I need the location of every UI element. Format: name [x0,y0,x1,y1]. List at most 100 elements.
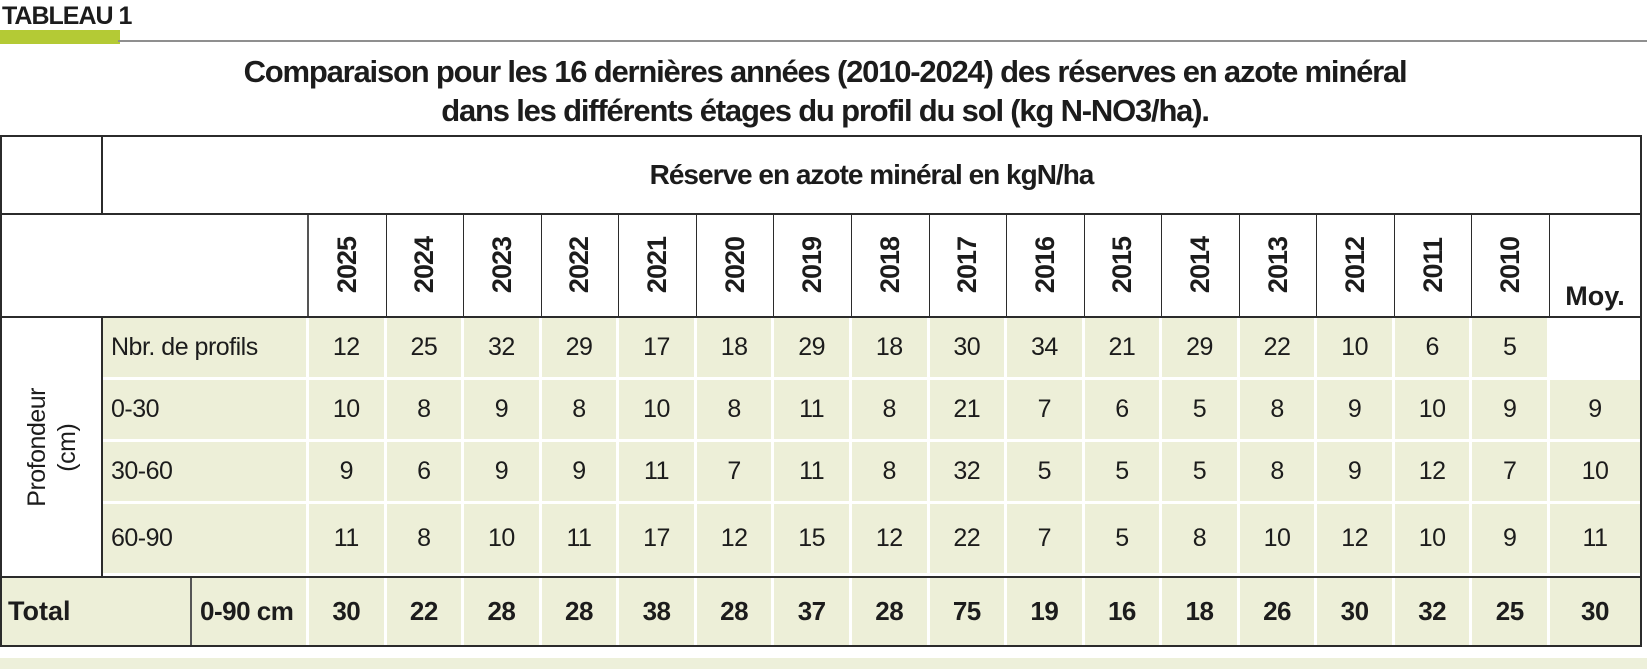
cell-value: 7 [1472,442,1550,504]
year-label: 2010 [1495,237,1526,294]
cell-value: 8 [1239,442,1318,504]
year-label: 2023 [486,237,517,294]
table-title: Comparaison pour les 16 dernières années… [60,52,1590,130]
year-header-empty-0 [2,215,103,316]
depth-group-label: Profondeur (cm) [2,318,103,576]
cell-value: 22 [929,504,1008,576]
year-label: 2012 [1340,237,1371,294]
cell-value: 29 [1162,318,1240,380]
year-header: 2011 [1395,215,1473,316]
cell-value: 12 [1394,442,1473,504]
cell-total-value: 22 [386,578,465,645]
table-main-header: Réserve en azote minéral en kgN/ha [649,159,1095,190]
cell-value: 10 [464,504,542,576]
row-label: 30-60 [103,442,309,504]
row-label: Nbr. de profils [103,318,309,380]
year-label: 2022 [564,237,595,294]
depth-data-block: Profondeur (cm) Nbr. de profils 12 25 32… [2,318,1640,576]
year-label: 2024 [409,237,440,294]
cell-moy: 10 [1550,442,1640,504]
row-label: 0-30 [103,380,309,442]
cell-value: 5 [1084,442,1163,504]
year-label: 2021 [642,237,673,294]
cell-value: 10 [1239,504,1318,576]
cell-value: 29 [774,318,852,380]
year-label: 2015 [1107,237,1138,294]
cell-value: 6 [1394,318,1473,380]
cell-value: 9 [1472,380,1550,442]
depth-group-label-text: Profondeur (cm) [22,388,82,507]
cell-value: 8 [386,380,465,442]
cell-total-value: 28 [541,578,620,645]
year-label: 2018 [874,237,905,294]
cell-total-value: 28 [464,578,542,645]
year-header: 2013 [1240,215,1318,316]
table-row-30-60: 30-60 9 6 9 9 11 7 11 8 32 5 5 5 8 9 12 … [103,442,1640,504]
cell-value: 10 [619,380,697,442]
year-label: 2020 [719,237,750,294]
cell-total-value: 30 [309,578,387,645]
year-header: 2015 [1085,215,1163,316]
cell-value: 34 [1007,318,1085,380]
cell-value: 9 [1317,380,1395,442]
cell-value: 12 [696,504,775,576]
cell-value: 11 [619,442,697,504]
year-header-empty-1 [103,215,309,316]
header-empty-corner [2,137,103,213]
cell-value: 32 [464,318,542,380]
year-header: 2010 [1472,215,1550,316]
cell-value: 9 [464,380,542,442]
year-header: 2014 [1162,215,1240,316]
cell-value: 9 [1317,442,1395,504]
cell-value: 18 [696,318,775,380]
cell-value: 6 [1084,380,1163,442]
cell-total-moy: 30 [1550,578,1640,645]
cell-value: 22 [1239,318,1318,380]
cell-total-value: 16 [1084,578,1163,645]
cell-value: 10 [309,380,387,442]
table-header-row: Réserve en azote minéral en kgN/ha [2,137,1640,215]
cell-total-value: 18 [1162,578,1240,645]
year-label: 2011 [1417,238,1448,293]
year-header: 2022 [542,215,620,316]
cell-value: 21 [929,380,1008,442]
year-header-row: 2025 2024 2023 2022 2021 2020 2019 2018 … [2,215,1640,318]
cell-value: 6 [386,442,465,504]
year-header: 2025 [309,215,387,316]
cell-value: 5 [1162,380,1240,442]
cell-value: 30 [929,318,1008,380]
table-row-total: Total 0-90 cm 30 22 28 28 38 28 37 28 75… [2,576,1640,645]
year-label: 2019 [797,237,828,294]
cell-total-value: 32 [1394,578,1473,645]
cell-value: 7 [1007,504,1085,576]
year-header: 2019 [774,215,852,316]
title-line-2: dans les différents étages du profil du … [441,93,1210,128]
year-label: 2013 [1262,237,1293,294]
cell-value: 9 [1472,504,1550,576]
cell-total-value: 30 [1317,578,1395,645]
cell-total-value: 28 [851,578,930,645]
cell-moy: 11 [1550,504,1640,576]
cell-value: 12 [309,318,387,380]
cell-value: 32 [929,442,1008,504]
cell-value: 7 [1007,380,1085,442]
year-header: 2016 [1007,215,1085,316]
cell-total-value: 37 [774,578,852,645]
top-rule [118,40,1647,42]
row-label: 60-90 [103,504,309,576]
accent-green-bar [0,30,120,44]
year-header: 2023 [464,215,542,316]
year-header: 2018 [852,215,930,316]
table-row-60-90: 60-90 11 8 10 11 17 12 15 12 22 7 5 8 10… [103,504,1640,576]
cell-moy-empty [1550,318,1640,380]
cell-value: 8 [851,442,930,504]
table-row-profils: Nbr. de profils 12 25 32 29 17 18 29 18 … [103,318,1640,380]
table-tag: TABLEAU 1 [2,2,132,30]
cell-value: 10 [1317,318,1395,380]
year-label: 2016 [1029,237,1060,294]
year-header: 2021 [619,215,697,316]
cell-value: 9 [309,442,387,504]
cell-value: 17 [619,318,697,380]
cell-value: 8 [1162,504,1240,576]
cell-value: 7 [696,442,775,504]
